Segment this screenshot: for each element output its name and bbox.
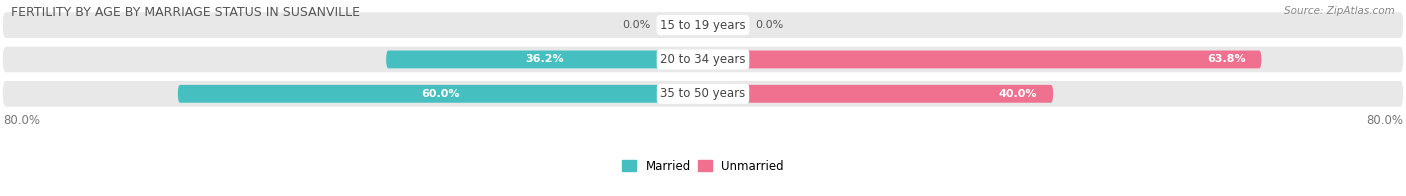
FancyBboxPatch shape — [177, 85, 703, 103]
FancyBboxPatch shape — [3, 81, 1403, 107]
FancyBboxPatch shape — [3, 12, 1403, 38]
Text: 80.0%: 80.0% — [1367, 114, 1403, 127]
Text: Source: ZipAtlas.com: Source: ZipAtlas.com — [1284, 6, 1395, 16]
Text: 36.2%: 36.2% — [526, 54, 564, 64]
FancyBboxPatch shape — [387, 51, 703, 68]
Text: 20 to 34 years: 20 to 34 years — [661, 53, 745, 66]
Text: 80.0%: 80.0% — [3, 114, 39, 127]
Legend: Married, Unmarried: Married, Unmarried — [621, 160, 785, 172]
Text: 0.0%: 0.0% — [755, 20, 783, 30]
Text: FERTILITY BY AGE BY MARRIAGE STATUS IN SUSANVILLE: FERTILITY BY AGE BY MARRIAGE STATUS IN S… — [11, 6, 360, 19]
Text: 35 to 50 years: 35 to 50 years — [661, 87, 745, 100]
FancyBboxPatch shape — [703, 85, 1053, 103]
Text: 0.0%: 0.0% — [623, 20, 651, 30]
FancyBboxPatch shape — [703, 51, 1261, 68]
Text: 40.0%: 40.0% — [998, 89, 1038, 99]
Text: 60.0%: 60.0% — [422, 89, 460, 99]
Text: 63.8%: 63.8% — [1208, 54, 1246, 64]
Text: 15 to 19 years: 15 to 19 years — [661, 19, 745, 32]
FancyBboxPatch shape — [3, 47, 1403, 72]
